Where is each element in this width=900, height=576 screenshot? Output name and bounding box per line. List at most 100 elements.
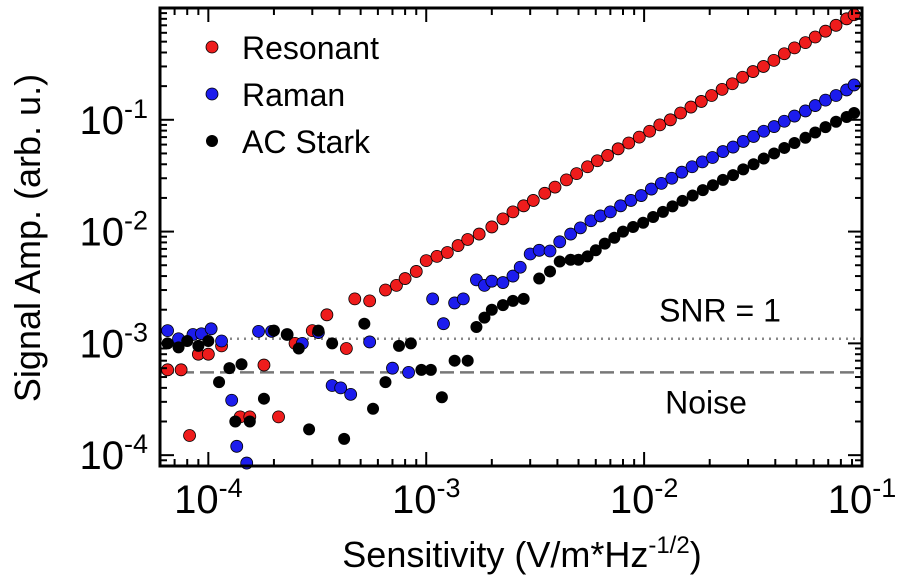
data-point (435, 391, 448, 404)
data-point (788, 137, 801, 150)
data-point (694, 95, 708, 108)
data-point (485, 274, 499, 288)
legend-label: AC Stark (242, 124, 371, 160)
data-point (363, 335, 377, 349)
data-point (485, 220, 499, 234)
data-point (767, 120, 781, 133)
data-point (819, 24, 832, 38)
data-point (608, 231, 621, 244)
data-point (543, 244, 557, 258)
data-point (589, 244, 602, 257)
data-point (404, 337, 417, 350)
data-point (601, 149, 615, 162)
y-tick-label: 10-3 (79, 317, 148, 366)
y-tick-label: 10-2 (79, 206, 148, 255)
data-point (229, 415, 242, 428)
x-tick-label: 10-3 (392, 473, 461, 522)
data-point (737, 163, 750, 176)
data-point (627, 220, 640, 233)
data-point (281, 328, 294, 341)
data-point (581, 250, 594, 263)
data-point (808, 99, 822, 112)
data-point (496, 276, 510, 289)
data-point (632, 130, 646, 144)
data-point (675, 165, 689, 179)
y-tick-label: 10-4 (79, 429, 148, 478)
x-tick-label: 10-2 (610, 473, 679, 522)
data-point (339, 342, 353, 355)
data-point (653, 118, 667, 132)
data-point (799, 131, 812, 144)
data-point (746, 65, 760, 78)
data-point (654, 176, 668, 190)
data-point (496, 299, 509, 312)
data-point (451, 239, 465, 252)
data-point (725, 77, 739, 91)
data-point (788, 41, 801, 55)
x-axis-title: Sensitivity (V/m*Hz-1/2) (342, 532, 701, 575)
data-point (506, 269, 520, 283)
data-point (819, 93, 832, 107)
data-point (778, 141, 791, 154)
data-point (517, 199, 531, 213)
reference-lines: SNR = 1 Noise (160, 293, 862, 420)
x-axis-title-end: ) (690, 534, 702, 575)
data-point (338, 432, 351, 445)
data-point (757, 124, 771, 138)
data-point (367, 402, 380, 415)
data-point (590, 154, 604, 168)
data-point (267, 324, 280, 337)
data-point (624, 194, 638, 207)
data-point (788, 109, 801, 123)
data-point (573, 221, 587, 235)
data-point (622, 136, 636, 150)
data-point (564, 227, 578, 241)
data-point (161, 363, 174, 377)
data-point (532, 243, 546, 257)
data-point (685, 160, 699, 174)
x-axis-title-superscript: -1/2 (648, 532, 689, 559)
data-point (674, 106, 687, 120)
data-point (570, 167, 584, 181)
data-point (485, 303, 498, 316)
data-point (252, 324, 265, 338)
data-point (757, 152, 770, 165)
data-point (829, 18, 843, 32)
data-point (478, 311, 491, 324)
data-point (201, 347, 215, 361)
data-point (533, 272, 546, 285)
data-point (598, 237, 611, 250)
data-point (243, 415, 256, 428)
legend-marker (205, 40, 219, 54)
data-point (506, 294, 519, 307)
data-point (686, 189, 699, 202)
data-point (358, 317, 371, 330)
data-point (292, 342, 305, 355)
data-point (572, 253, 585, 266)
data-point (496, 212, 510, 226)
data-point (415, 363, 428, 376)
data-point (767, 53, 781, 67)
data-point (614, 199, 628, 213)
data-point (393, 339, 406, 352)
data-point (684, 100, 698, 114)
data-point (665, 171, 679, 185)
data-point (647, 211, 660, 224)
data-point (424, 363, 437, 376)
data-point (456, 292, 470, 306)
series-ac-stark (161, 107, 861, 445)
data-points (161, 8, 861, 470)
legend-label: Resonant (242, 30, 379, 66)
legend-marker (206, 135, 218, 147)
data-point (560, 173, 573, 187)
data-point (272, 410, 285, 424)
data-point (830, 115, 843, 128)
data-point (386, 361, 399, 375)
data-point (461, 233, 475, 246)
data-point (526, 194, 540, 207)
data-point (637, 216, 650, 229)
data-point (257, 392, 270, 405)
data-point (611, 142, 625, 156)
data-point (553, 235, 567, 249)
